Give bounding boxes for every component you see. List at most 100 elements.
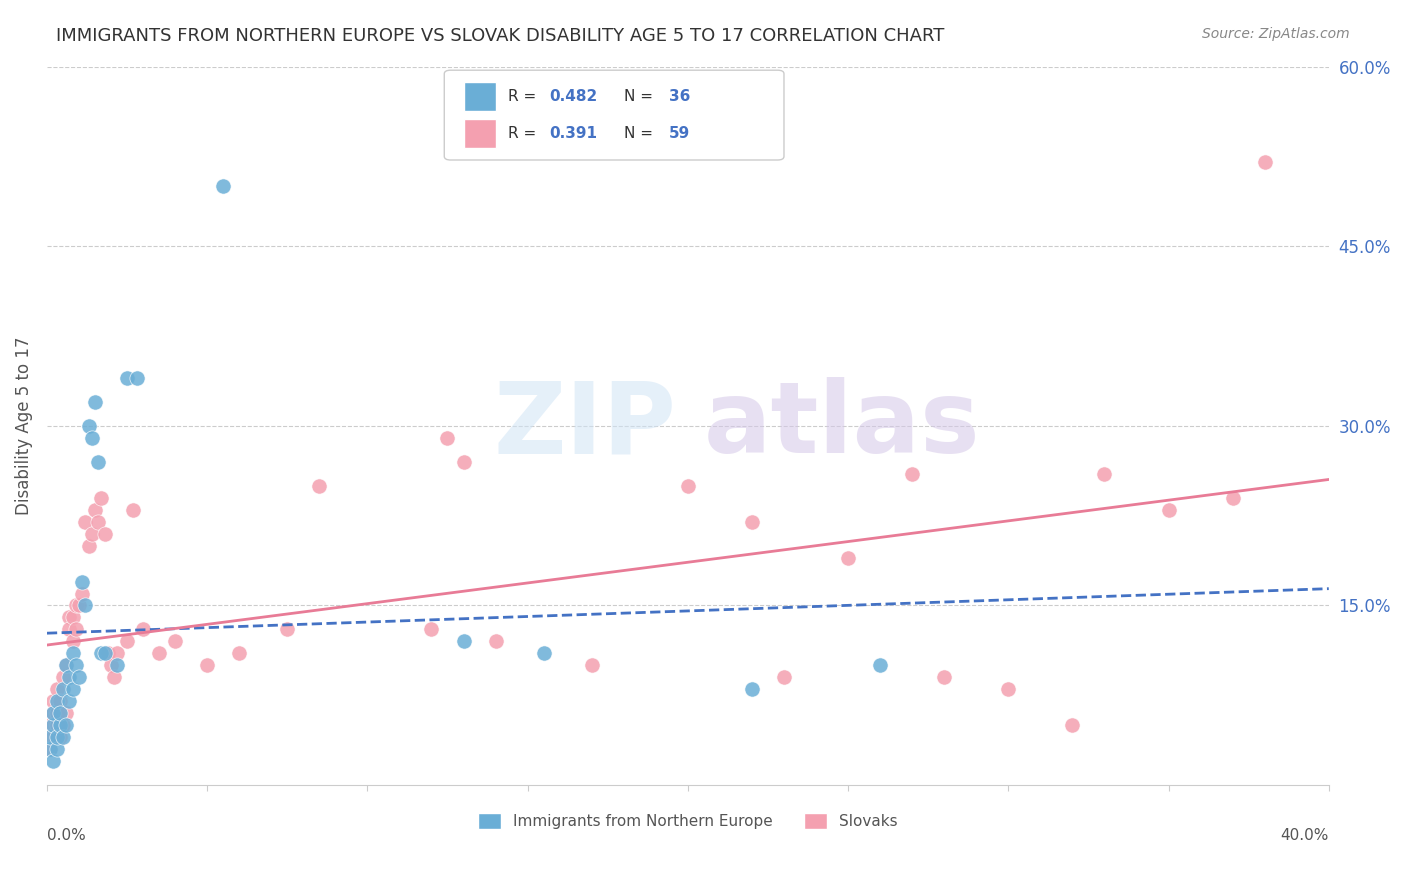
Y-axis label: Disability Age 5 to 17: Disability Age 5 to 17 xyxy=(15,336,32,515)
Bar xyxy=(464,82,495,112)
Point xyxy=(48,694,70,708)
Point xyxy=(62,646,84,660)
Point xyxy=(80,526,103,541)
Point xyxy=(420,623,443,637)
Point xyxy=(45,682,67,697)
Point xyxy=(67,670,90,684)
Point xyxy=(105,646,128,660)
Point xyxy=(42,718,65,732)
Point xyxy=(58,670,80,684)
Point xyxy=(901,467,924,481)
Point xyxy=(453,634,475,648)
Point xyxy=(45,694,67,708)
Point xyxy=(80,431,103,445)
Point xyxy=(87,515,110,529)
Point xyxy=(195,658,218,673)
Point xyxy=(581,658,603,673)
Point xyxy=(484,634,506,648)
Text: IMMIGRANTS FROM NORTHERN EUROPE VS SLOVAK DISABILITY AGE 5 TO 17 CORRELATION CHA: IMMIGRANTS FROM NORTHERN EUROPE VS SLOVA… xyxy=(56,27,945,45)
Point xyxy=(48,718,70,732)
Point xyxy=(84,502,107,516)
Point xyxy=(77,418,100,433)
Point xyxy=(87,455,110,469)
Text: 36: 36 xyxy=(669,89,690,104)
Point xyxy=(125,371,148,385)
Point xyxy=(45,718,67,732)
Point xyxy=(84,395,107,409)
Text: N =: N = xyxy=(624,89,658,104)
Point xyxy=(1222,491,1244,505)
Point xyxy=(97,646,120,660)
Point xyxy=(55,658,77,673)
Point xyxy=(52,718,75,732)
Point xyxy=(52,730,75,744)
Point xyxy=(42,694,65,708)
Point xyxy=(1253,155,1275,169)
Point xyxy=(70,586,93,600)
Point xyxy=(65,599,87,613)
Point xyxy=(100,658,122,673)
Point xyxy=(741,515,763,529)
Point xyxy=(39,718,62,732)
Point xyxy=(436,431,458,445)
Point xyxy=(55,718,77,732)
Point xyxy=(115,371,138,385)
Point xyxy=(997,682,1019,697)
Point xyxy=(1062,718,1084,732)
Point xyxy=(45,730,67,744)
Point xyxy=(65,658,87,673)
Point xyxy=(212,179,235,194)
Point xyxy=(42,730,65,744)
Point xyxy=(55,706,77,721)
Point xyxy=(148,646,170,660)
Point xyxy=(837,550,859,565)
Point xyxy=(676,479,699,493)
Text: R =: R = xyxy=(509,89,541,104)
Point xyxy=(75,515,97,529)
Point xyxy=(453,455,475,469)
Point xyxy=(52,682,75,697)
Point xyxy=(42,706,65,721)
Point xyxy=(77,539,100,553)
Point xyxy=(934,670,956,684)
Point xyxy=(48,730,70,744)
Point xyxy=(105,658,128,673)
Point xyxy=(1157,502,1180,516)
Point xyxy=(122,502,145,516)
Point xyxy=(62,634,84,648)
Point xyxy=(308,479,330,493)
Point xyxy=(165,634,187,648)
Text: 59: 59 xyxy=(669,126,690,141)
Point xyxy=(93,526,115,541)
Text: Source: ZipAtlas.com: Source: ZipAtlas.com xyxy=(1202,27,1350,41)
Point xyxy=(45,742,67,756)
Point xyxy=(42,754,65,768)
Point xyxy=(42,706,65,721)
Text: atlas: atlas xyxy=(703,377,980,475)
Point xyxy=(90,491,112,505)
Text: 0.0%: 0.0% xyxy=(46,828,86,843)
Point xyxy=(533,646,555,660)
Legend: Immigrants from Northern Europe, Slovaks: Immigrants from Northern Europe, Slovaks xyxy=(472,806,904,835)
Point xyxy=(39,742,62,756)
Point xyxy=(115,634,138,648)
Point xyxy=(773,670,796,684)
Point xyxy=(103,670,125,684)
Text: ZIP: ZIP xyxy=(494,377,676,475)
Point xyxy=(62,682,84,697)
Text: 40.0%: 40.0% xyxy=(1281,828,1329,843)
Text: 0.482: 0.482 xyxy=(550,89,598,104)
Point xyxy=(75,599,97,613)
Point xyxy=(52,670,75,684)
Point xyxy=(276,623,298,637)
Point xyxy=(90,646,112,660)
Point xyxy=(48,706,70,721)
Point xyxy=(55,658,77,673)
Bar xyxy=(464,119,495,148)
Text: N =: N = xyxy=(624,126,658,141)
Point xyxy=(45,706,67,721)
Point xyxy=(67,599,90,613)
Point xyxy=(58,623,80,637)
Point xyxy=(70,574,93,589)
Point xyxy=(58,694,80,708)
